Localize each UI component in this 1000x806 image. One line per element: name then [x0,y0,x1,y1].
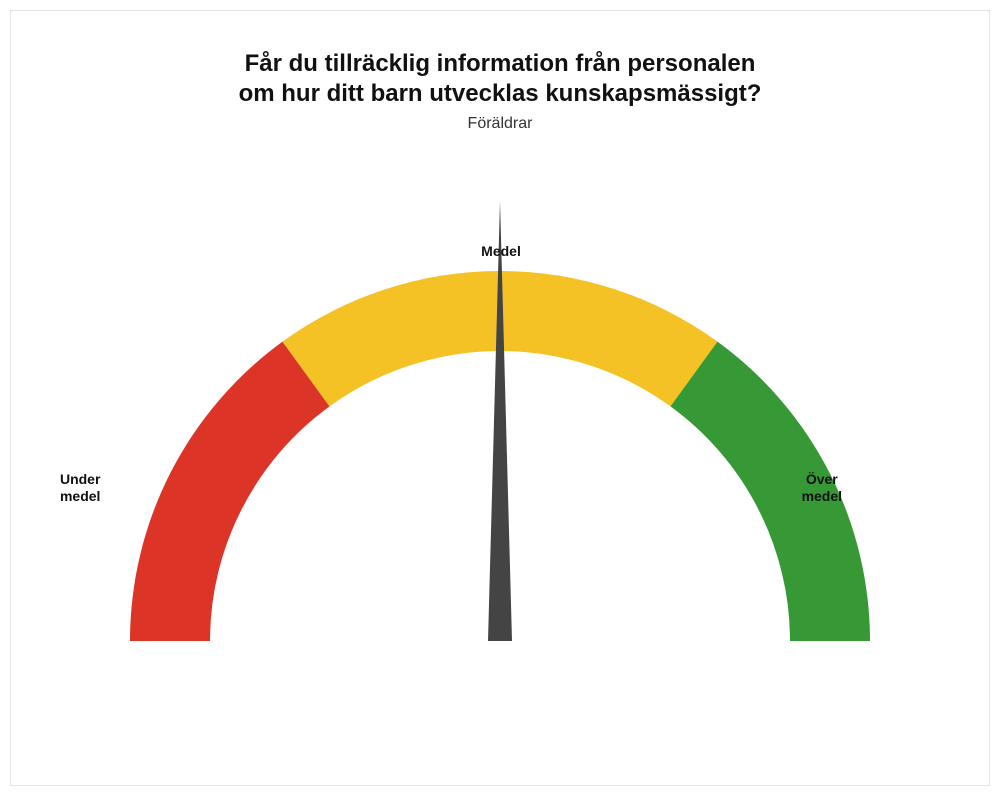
chart-card: Får du tillräcklig information från pers… [10,10,990,786]
chart-title: Får du tillräcklig information från pers… [11,49,989,109]
gauge-segment-under [130,342,330,641]
gauge-label-medel: Medel [451,243,551,260]
gauge-label-under-medel: Under medel [30,471,130,505]
chart-subtitle: Föräldrar [11,115,989,133]
gauge-label-over-medel: Över medel [772,471,872,505]
gauge-needle [488,201,512,641]
